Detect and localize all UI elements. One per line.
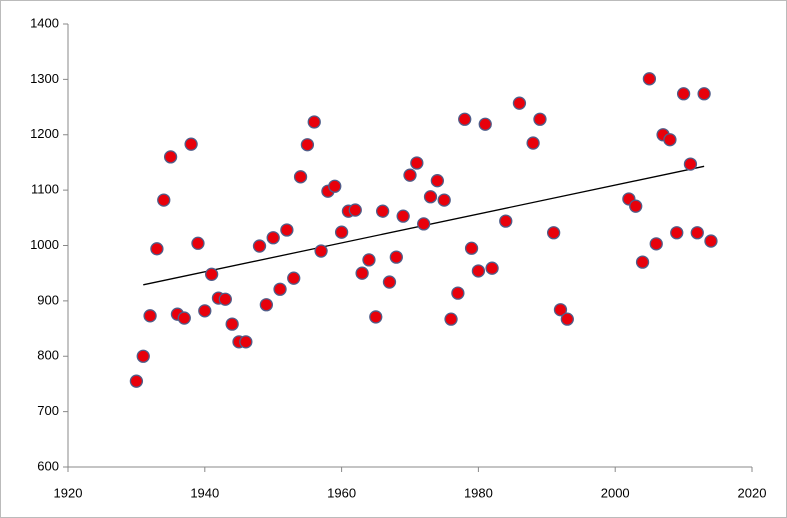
y-tick-label: 900 — [37, 292, 59, 307]
point — [430, 174, 445, 188]
point — [204, 267, 219, 281]
point — [512, 96, 527, 110]
point — [649, 237, 663, 251]
point — [150, 242, 164, 256]
point — [471, 264, 486, 278]
point — [355, 266, 369, 280]
point — [225, 317, 239, 331]
x-tick-label: 2000 — [601, 485, 630, 500]
point — [369, 310, 383, 324]
point — [252, 239, 267, 253]
point — [485, 261, 499, 275]
point — [348, 203, 362, 217]
point — [444, 312, 458, 326]
point — [437, 193, 451, 207]
point — [663, 133, 677, 147]
point — [478, 117, 492, 131]
x-tick-label: 1920 — [54, 485, 83, 500]
point — [683, 157, 698, 171]
y-tick-label: 1200 — [30, 126, 59, 141]
point — [259, 298, 274, 312]
point — [334, 225, 349, 239]
x-tick-label: 1960 — [327, 485, 356, 500]
point — [273, 282, 287, 296]
y-tick-label: 700 — [37, 403, 59, 418]
point — [670, 226, 684, 240]
y-tick-label: 1000 — [30, 237, 59, 252]
point — [280, 223, 294, 237]
point — [375, 204, 390, 218]
point — [266, 231, 280, 245]
y-tick-label: 1100 — [31, 182, 59, 197]
point — [642, 72, 657, 86]
point — [328, 179, 342, 193]
point — [499, 214, 513, 228]
point — [362, 253, 376, 267]
point — [239, 335, 253, 349]
x-tick-label: 1940 — [190, 485, 219, 500]
point — [635, 255, 650, 269]
point — [389, 250, 403, 264]
point — [177, 311, 191, 325]
point — [198, 304, 212, 318]
point — [163, 150, 178, 164]
x-tick-label: 1980 — [464, 485, 493, 500]
point — [690, 226, 704, 240]
point — [410, 156, 424, 170]
point — [129, 374, 144, 388]
point — [136, 349, 150, 363]
point — [143, 309, 157, 323]
point — [423, 190, 438, 204]
point — [553, 303, 568, 317]
y-tick-label: 1400 — [30, 15, 59, 30]
point — [382, 275, 397, 289]
point — [560, 312, 574, 326]
point — [307, 115, 321, 129]
point — [704, 234, 718, 248]
point — [396, 209, 410, 223]
y-tick-label: 1300 — [30, 71, 59, 86]
point — [293, 170, 308, 184]
point — [287, 271, 301, 285]
point — [314, 244, 328, 258]
point — [451, 286, 465, 300]
point — [403, 168, 417, 182]
point — [417, 217, 431, 231]
point — [546, 226, 561, 240]
point — [191, 236, 205, 250]
y-tick-label: 600 — [37, 458, 59, 473]
point — [676, 87, 691, 101]
point — [697, 87, 711, 101]
point — [218, 292, 232, 306]
point — [157, 193, 171, 207]
point — [526, 136, 540, 150]
point — [629, 199, 643, 213]
point — [533, 112, 547, 126]
point — [464, 241, 479, 255]
point — [300, 138, 315, 152]
y-tick-label: 800 — [37, 348, 59, 363]
point — [184, 137, 198, 151]
point — [458, 112, 472, 126]
x-tick-label: 2020 — [738, 485, 767, 500]
